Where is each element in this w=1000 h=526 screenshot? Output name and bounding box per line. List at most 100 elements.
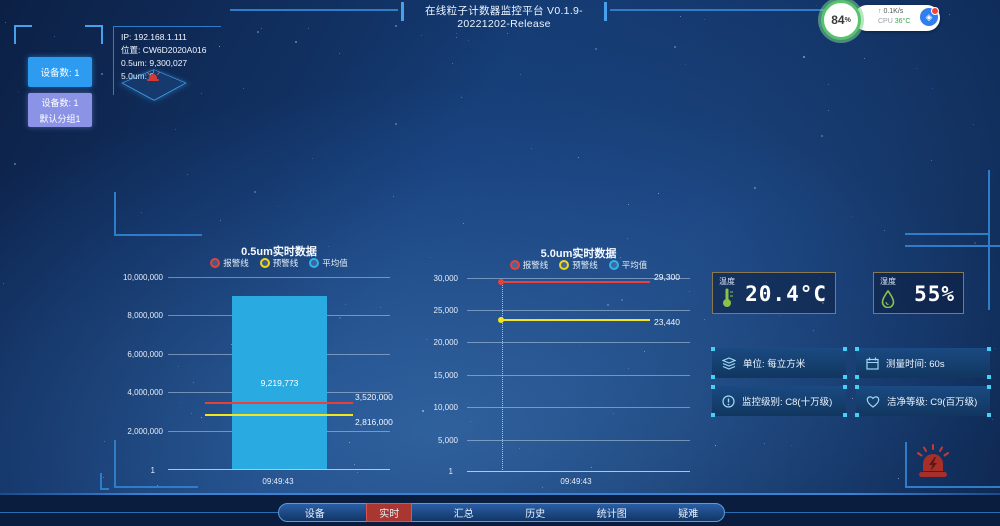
average-marker-icon — [608, 260, 619, 270]
sidebar-bracket — [14, 25, 32, 27]
chart-legend: 报警线 预警线 平均值 — [168, 257, 390, 269]
time-label: 09:49:43 — [560, 477, 592, 486]
network-speed: ↑ 0.1K/s — [878, 8, 904, 15]
device-info-panel: IP: 192.168.1.111 位置: CW6D2020A016 0.5um… — [113, 26, 221, 95]
alarm-siren-icon — [917, 444, 949, 477]
nav-tab-devices[interactable]: 设备 — [304, 509, 325, 520]
frame-bracket — [100, 473, 102, 490]
unit-card: 单位: 每立方米 — [711, 347, 847, 379]
nav-tab-summary[interactable]: 汇总 — [453, 509, 474, 520]
device-count-button[interactable]: 设备数: 1 — [28, 57, 92, 87]
chart-title: 0.5um实时数据 — [241, 246, 317, 258]
humidity-value: 55% — [914, 282, 955, 306]
alarm-line — [498, 279, 650, 285]
alarm-point — [498, 279, 504, 285]
unit-label: 单位: 每立方米 — [743, 359, 806, 370]
notification-dot — [931, 7, 939, 15]
humidity-panel: 湿度 55% — [873, 272, 964, 314]
battery-badge[interactable]: 84% — [821, 0, 861, 40]
upload-arrow-icon: ↑ — [878, 8, 882, 15]
legend-average[interactable]: 平均值 — [309, 257, 348, 269]
alarm-line — [205, 402, 353, 404]
x-axis — [467, 471, 690, 472]
extension-icon[interactable]: ◈ — [920, 7, 939, 26]
frame-bracket — [114, 486, 198, 488]
header-divider-left — [401, 2, 404, 21]
legend-alarm[interactable]: 报警线 — [509, 259, 548, 271]
device-location: 位置: CW6D2020A016 — [121, 45, 207, 55]
alarm-marker-icon — [210, 258, 221, 268]
device-alarm-icon — [147, 70, 160, 82]
warning-line-label: 2,816,000 — [355, 417, 393, 427]
droplet-icon — [881, 290, 895, 308]
hover-guide-line — [502, 281, 503, 470]
nav-tab-statistics[interactable]: 统计图 — [596, 509, 627, 520]
time-label: 09:49:43 — [262, 477, 294, 486]
header-divider-right — [604, 2, 607, 21]
layers-icon — [722, 356, 736, 370]
frame-bracket — [114, 192, 116, 236]
frame-bracket — [114, 234, 202, 236]
page-title: 在线粒子计数器监控平台 V0.1.9-20221202-Release — [425, 5, 583, 30]
warning-line-label: 23,440 — [654, 317, 680, 327]
frame-bracket — [905, 486, 1000, 488]
bottom-frame-line — [0, 493, 1000, 495]
average-marker-icon — [309, 258, 320, 268]
warning-marker-icon — [259, 258, 270, 268]
sidebar-bracket — [85, 25, 103, 27]
chart-title: 5.0um实时数据 — [540, 248, 617, 260]
frame-bracket — [905, 442, 907, 487]
bar-05um[interactable] — [232, 296, 327, 469]
device-node[interactable] — [118, 56, 188, 108]
bar-value-label: 9,219,773 — [260, 378, 299, 388]
legend-warning[interactable]: 预警线 — [259, 257, 298, 269]
header-line-right — [610, 9, 873, 11]
chart-legend: 报警线 预警线 平均值 — [467, 259, 690, 271]
device-group-button[interactable]: 设备数: 1 默认分组1 — [28, 93, 92, 127]
warning-line — [205, 414, 353, 416]
frame-bracket — [988, 170, 990, 310]
nav-line-left — [0, 512, 278, 513]
legend-average[interactable]: 平均值 — [608, 259, 647, 271]
calendar-icon — [866, 357, 879, 370]
nav-tab-history[interactable]: 历史 — [525, 509, 546, 520]
nav-line-right — [725, 512, 1000, 513]
thermometer-icon — [723, 288, 733, 307]
legend-alarm[interactable]: 报警线 — [210, 257, 249, 269]
alarm-marker-icon — [509, 260, 520, 270]
warning-point — [498, 317, 504, 323]
nav-tab-realtime[interactable]: 实时 — [366, 503, 413, 522]
alarm-line-label: 29,300 — [654, 272, 680, 282]
legend-warning[interactable]: 预警线 — [559, 259, 598, 271]
cpu-status: CPU 36°C — [878, 18, 911, 25]
x-axis — [168, 469, 390, 470]
frame-bracket — [100, 488, 109, 490]
humidity-label: 湿度 — [880, 277, 896, 286]
temperature-value: 20.4°C — [745, 282, 827, 306]
measure-time-card: 测量时间: 60s — [855, 347, 991, 379]
frame-bracket — [114, 440, 116, 487]
alarm-line-label: 3,520,000 — [355, 392, 393, 402]
sidebar-bracket — [14, 25, 16, 44]
monitor-level-card: 监控级别: C8(十万级) — [711, 385, 847, 417]
cpu-temperature: 36°C — [894, 18, 911, 25]
nav-tab-issues[interactable]: 疑难 — [678, 509, 699, 520]
frame-bracket — [905, 245, 1000, 247]
warning-line — [498, 317, 650, 323]
clean-level-card: 洁净等级: C9(百万级) — [855, 385, 991, 417]
device-um50-count: 5.0um: 0 — [121, 71, 155, 81]
clean-level-icon — [866, 395, 880, 408]
bottom-navigation: 设备 实时 汇总 历史 统计图 疑难 — [278, 503, 725, 522]
monitor-level-icon — [722, 394, 735, 408]
measure-time-label: 测量时间: 60s — [886, 359, 945, 370]
monitor-level-label: 监控级别: C8(十万级) — [742, 397, 833, 408]
temperature-panel: 温度 20.4°C — [712, 272, 836, 314]
header-line-left — [230, 9, 398, 11]
warning-marker-icon — [559, 260, 570, 270]
sidebar-bracket — [101, 25, 103, 44]
device-um05-count: 0.5um: 9,300,027 — [121, 58, 188, 68]
frame-bracket — [905, 233, 989, 235]
clean-level-label: 洁净等级: C9(百万级) — [887, 397, 978, 408]
temperature-label: 温度 — [719, 277, 735, 286]
